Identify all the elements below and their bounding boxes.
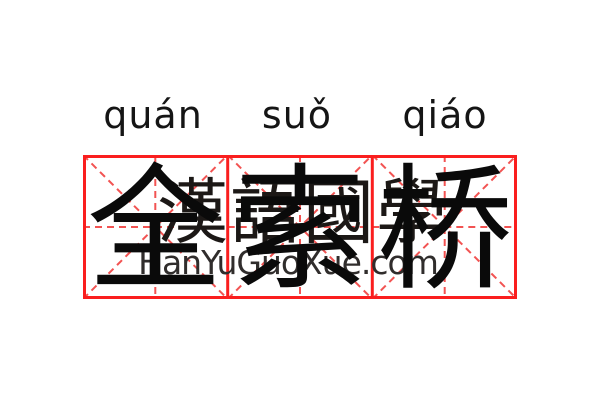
pinyin-syllable-3: qiáo (402, 93, 488, 137)
grid-borders (83, 155, 517, 299)
watermark-cjk-text: 漢語國學 (156, 171, 450, 254)
mizige-grid (83, 155, 517, 299)
pinyin-syllable-2: suǒ (261, 93, 333, 137)
grid-guide-lines (83, 155, 517, 299)
watermark-domain-text: HanYuGuoXue.com (138, 243, 439, 282)
hanzi-char-3: 桥 (377, 152, 513, 310)
pinyin-syllable-1: quán (103, 93, 203, 137)
hanzi-char-1: 全 (87, 152, 223, 310)
hanzi-char-2: 索 (232, 152, 368, 310)
